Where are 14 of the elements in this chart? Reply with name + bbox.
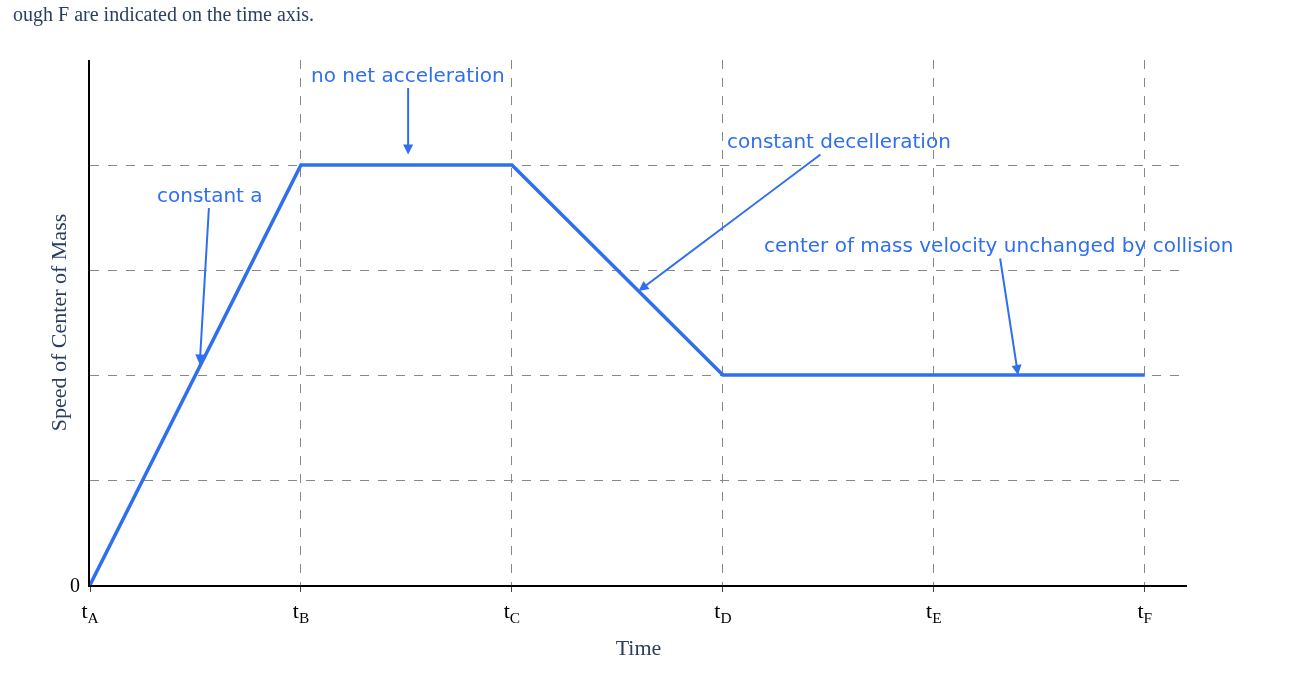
x-tick-label: t$_{D}$ xyxy=(714,598,732,627)
x-tick-label: t$_{A}$ xyxy=(81,598,99,627)
text: no net acceleration xyxy=(311,63,505,87)
x-tick-label: t$_{F}$ xyxy=(1137,598,1153,627)
chart-title: ough F are indicated on the time axis. xyxy=(13,2,315,26)
annotation: constant a xyxy=(157,183,263,207)
text: constant decelleration xyxy=(727,129,951,153)
x-axis-title: Time xyxy=(615,635,662,661)
annotation: center of mass velocity unchanged by collision xyxy=(764,233,1234,257)
x-tick-label: t$_{E}$ xyxy=(926,598,942,627)
x-tick-label: t$_{C}$ xyxy=(503,598,521,627)
y-axis-title: Speed of Center of Mass xyxy=(46,213,72,432)
annotation: 0 xyxy=(70,574,80,596)
x-tick-label: t$_{B}$ xyxy=(292,598,310,627)
